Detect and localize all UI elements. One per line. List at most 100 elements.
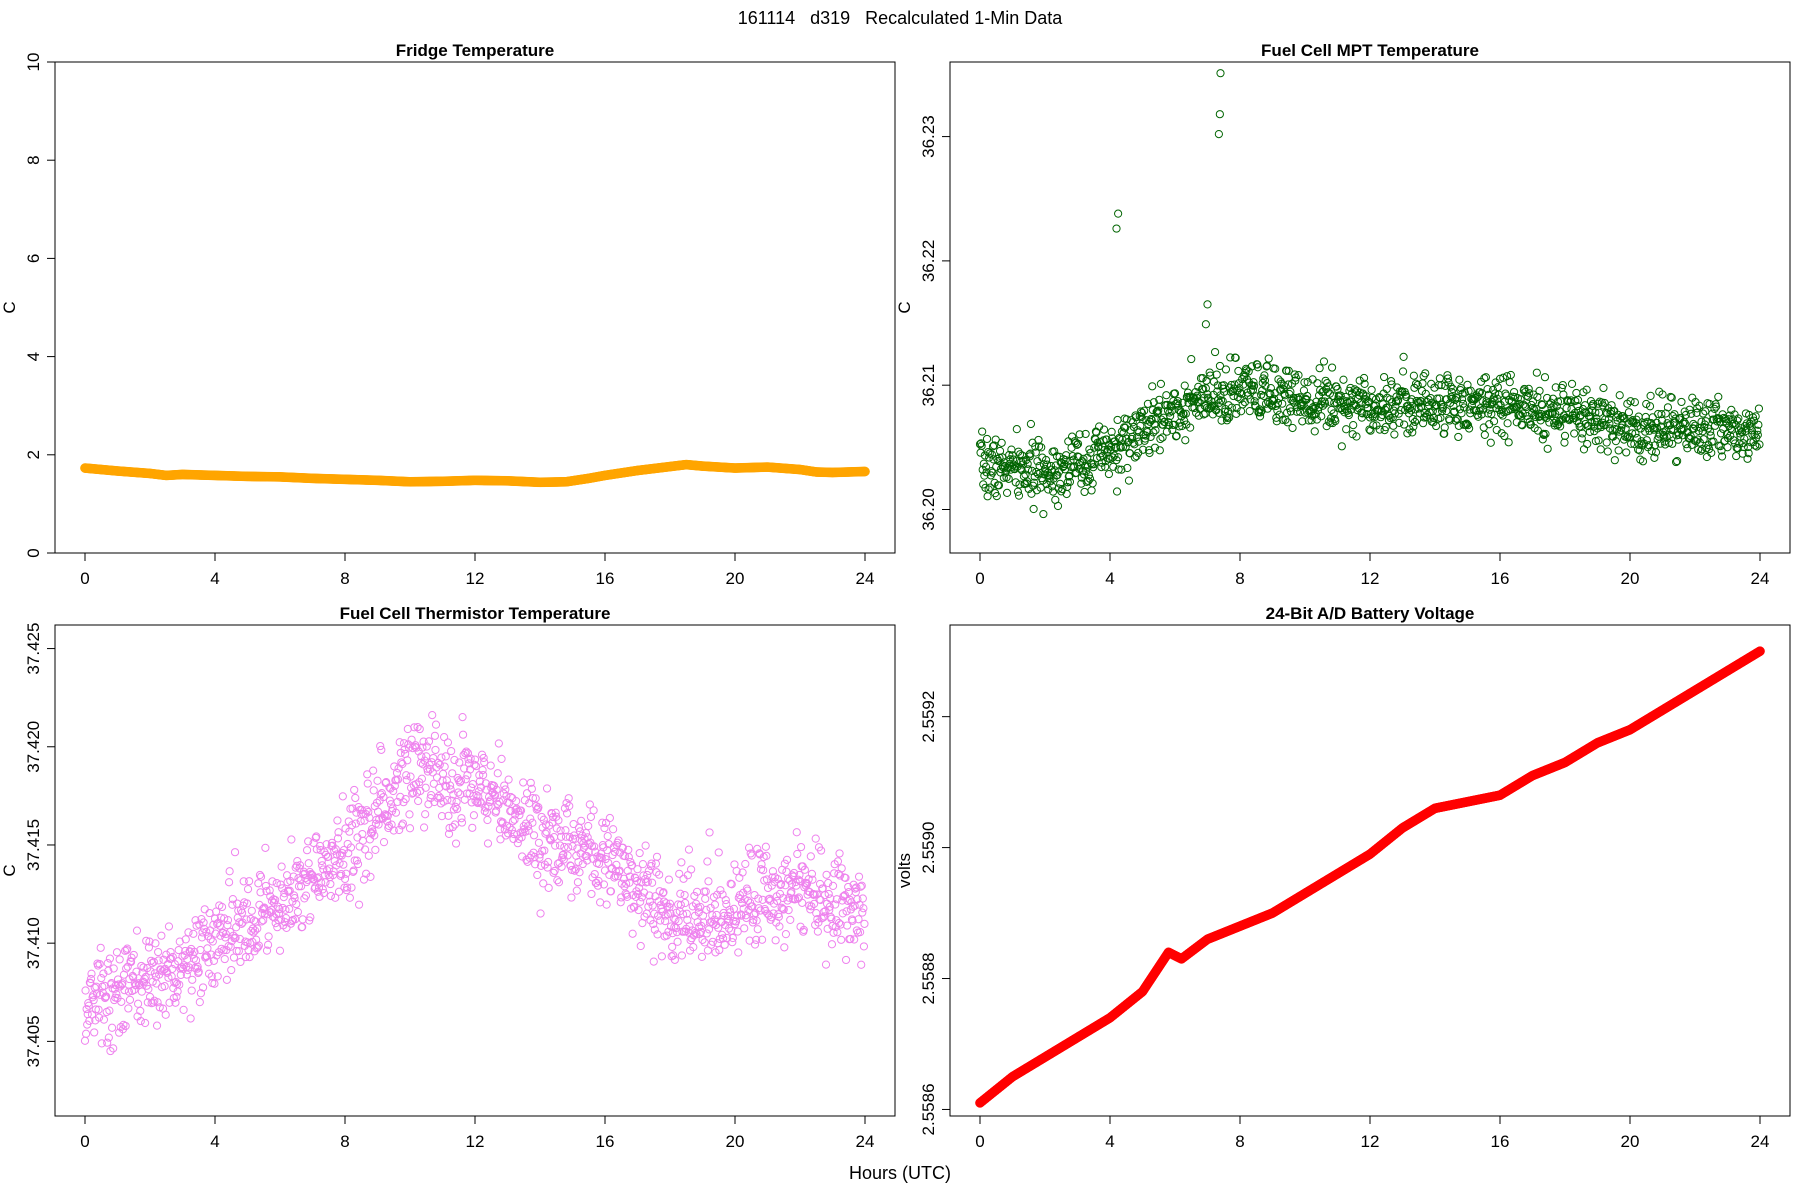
data-point <box>245 877 254 886</box>
data-point <box>1547 403 1556 412</box>
data-point <box>219 946 228 955</box>
data-point <box>401 794 410 804</box>
data-point <box>99 1015 109 1024</box>
data-point <box>443 796 452 805</box>
data-point <box>1030 478 1039 487</box>
data-point <box>243 938 252 947</box>
data-point <box>984 485 993 494</box>
data-point <box>795 870 804 880</box>
data-point <box>1336 391 1345 400</box>
data-point <box>484 802 493 811</box>
data-point <box>1593 399 1603 408</box>
data-point <box>765 911 774 920</box>
data-point <box>1673 456 1682 466</box>
data-point <box>444 811 453 820</box>
data-point <box>992 491 1001 501</box>
data-point <box>1695 401 1704 410</box>
data-point <box>516 806 526 815</box>
data-point <box>231 933 240 942</box>
data-point <box>1186 423 1195 432</box>
data-point <box>1443 374 1453 383</box>
data-point <box>756 906 765 915</box>
data-point <box>124 987 133 996</box>
data-point <box>685 922 694 931</box>
data-point <box>1412 396 1421 406</box>
data-point <box>1609 432 1618 441</box>
data-point <box>220 954 229 964</box>
data-point <box>353 833 362 842</box>
data-point <box>1286 387 1295 396</box>
data-point <box>733 911 742 920</box>
data-point <box>1671 414 1680 423</box>
data-point <box>826 894 835 903</box>
data-point <box>529 831 539 840</box>
data-point <box>237 919 246 928</box>
data-point <box>644 866 653 876</box>
data-point <box>405 810 414 819</box>
data-point <box>1382 384 1391 394</box>
data-point <box>267 896 276 905</box>
data-point <box>86 978 95 988</box>
data-point <box>641 841 650 850</box>
data-point <box>1421 369 1430 378</box>
data-point <box>800 865 809 874</box>
data-point <box>474 787 483 796</box>
data-point <box>471 761 481 771</box>
data-point <box>256 872 266 881</box>
data-point <box>665 899 675 908</box>
data-point <box>152 1021 162 1030</box>
data-point <box>655 870 664 879</box>
data-point <box>1671 457 1681 467</box>
data-point <box>860 919 869 928</box>
data-point <box>1134 437 1143 446</box>
data-point <box>1670 410 1679 419</box>
data-point <box>1133 426 1142 435</box>
data-point <box>837 864 846 873</box>
data-point <box>779 905 788 914</box>
data-point <box>860 466 870 477</box>
data-point <box>852 883 861 892</box>
data-point <box>784 906 793 915</box>
data-point <box>1050 447 1059 456</box>
data-point <box>757 860 766 869</box>
data-point <box>1692 408 1701 417</box>
data-point <box>295 861 305 870</box>
data-point <box>723 915 732 924</box>
data-point <box>785 893 794 902</box>
data-point <box>142 936 151 945</box>
data-point <box>1707 448 1716 457</box>
data-point <box>1260 371 1269 380</box>
data-point <box>603 832 612 841</box>
data-point <box>702 905 711 914</box>
data-point <box>727 880 736 889</box>
data-point <box>521 819 531 828</box>
data-point <box>265 907 274 916</box>
data-point <box>1113 415 1122 425</box>
data-point <box>572 886 581 895</box>
data-point <box>590 869 599 879</box>
data-point <box>263 940 273 949</box>
data-point <box>1408 428 1417 437</box>
data-point <box>425 760 434 769</box>
data-point <box>97 1039 106 1048</box>
data-point <box>1155 395 1164 404</box>
data-point <box>1611 437 1621 446</box>
data-point <box>810 890 819 899</box>
data-point <box>557 832 566 841</box>
data-point <box>1505 378 1514 387</box>
data-point <box>504 775 513 784</box>
data-point <box>241 952 250 962</box>
data-point <box>1002 473 1011 482</box>
data-point <box>346 843 356 852</box>
data-point <box>1502 391 1511 400</box>
data-point <box>615 866 624 875</box>
data-series <box>80 459 870 488</box>
data-point <box>1180 381 1189 390</box>
data-point <box>1088 479 1097 488</box>
data-point <box>334 887 344 896</box>
data-point <box>1660 437 1669 446</box>
data-point <box>321 850 331 859</box>
data-point <box>1256 408 1265 417</box>
data-point <box>1359 373 1369 383</box>
data-point <box>561 826 570 835</box>
